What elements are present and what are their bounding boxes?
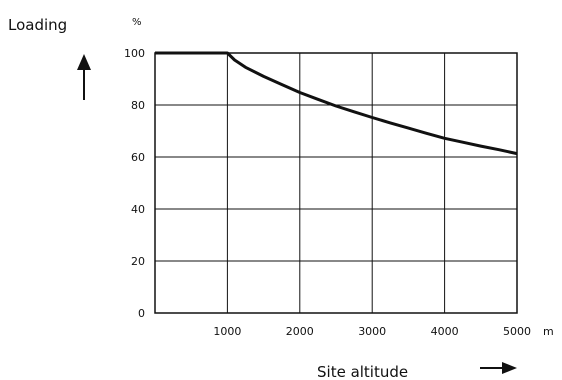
y-tick-label: 60 xyxy=(131,151,145,164)
y-tick-labels: 0 20 40 60 80 100 xyxy=(124,47,145,320)
x-tick-label: 4000 xyxy=(431,325,459,338)
x-tick-label: 5000 xyxy=(503,325,531,338)
plot-frame xyxy=(154,52,518,314)
y-tick-label: 0 xyxy=(138,307,145,320)
x-axis-unit: m xyxy=(543,325,554,338)
series-line-0 xyxy=(155,51,518,156)
grid xyxy=(155,53,517,313)
y-tick-label: 100 xyxy=(124,47,145,60)
x-axis-label: Site altitude xyxy=(317,363,408,380)
plot-border xyxy=(154,52,518,314)
x-tick-label: 3000 xyxy=(358,325,386,338)
y-tick-label: 40 xyxy=(131,203,145,216)
x-tick-label: 1000 xyxy=(213,325,241,338)
x-arrow-head xyxy=(502,362,517,374)
y-axis-unit: % xyxy=(132,17,142,28)
x-tick-label: 2000 xyxy=(286,325,314,338)
series-group xyxy=(155,51,518,156)
x-tick-labels: 1000 2000 3000 4000 5000 xyxy=(213,325,531,338)
y-axis-label: Loading xyxy=(8,16,67,34)
x-axis-arrow xyxy=(480,362,517,374)
y-arrow-head xyxy=(77,54,91,70)
y-tick-label: 20 xyxy=(131,255,145,268)
y-tick-label: 80 xyxy=(131,99,145,112)
y-axis-arrow xyxy=(77,54,91,100)
